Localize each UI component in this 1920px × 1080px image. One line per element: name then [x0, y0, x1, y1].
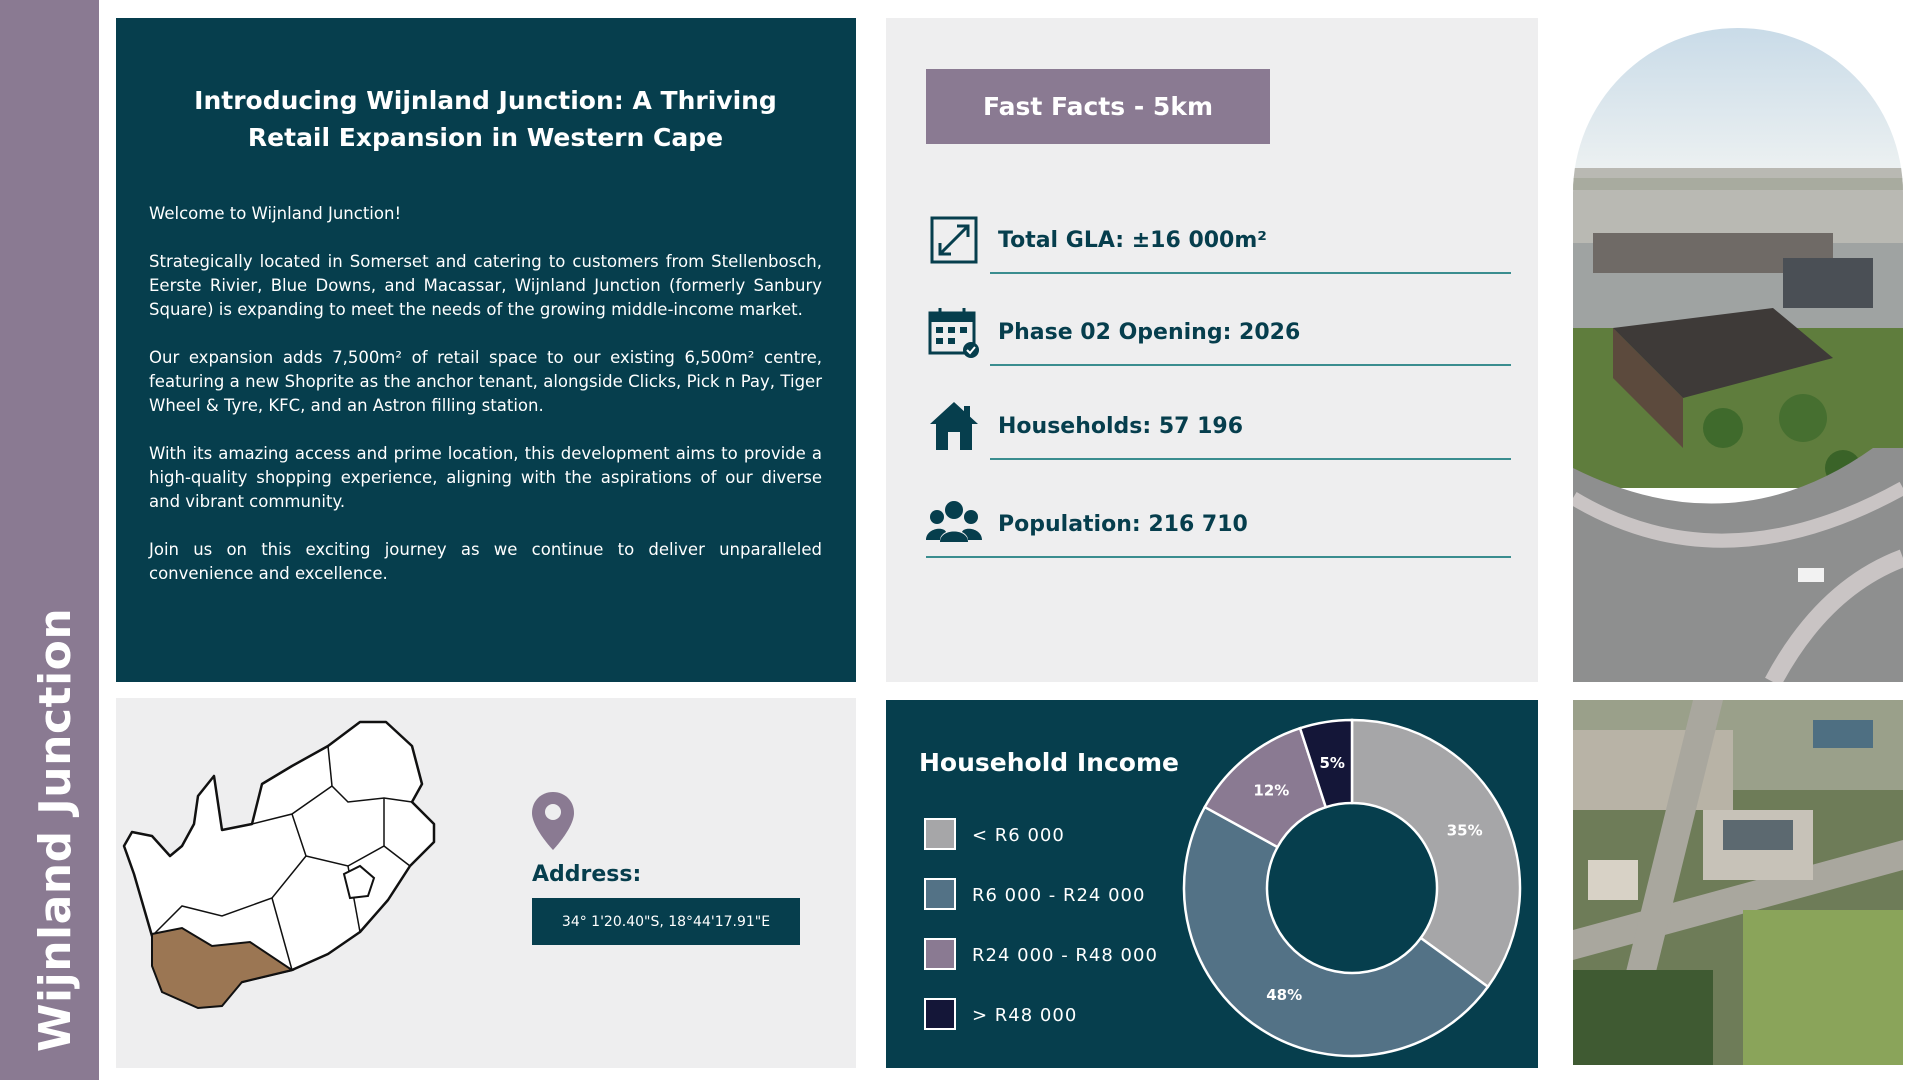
fact-population: Population: 216 710	[926, 496, 1511, 558]
side-title-bar: Wijnland Junction	[0, 0, 99, 1080]
donut-value-label: 48%	[1266, 986, 1302, 1004]
location-pin-icon	[532, 792, 574, 850]
donut-slice	[1298, 718, 1354, 809]
legend-swatch	[924, 878, 956, 910]
fact-label: Population: 216 710	[998, 512, 1248, 537]
legend-label: > R48 000	[972, 1005, 1078, 1026]
intro-paragraph-access: With its amazing access and prime locati…	[149, 444, 822, 511]
south-africa-map	[122, 720, 436, 1010]
intro-paragraph-join: Join us on this exciting journey as we c…	[149, 540, 822, 583]
fact-divider	[990, 272, 1511, 274]
calendar-icon	[928, 308, 979, 358]
intro-paragraph-welcome: Welcome to Wijnland Junction!	[149, 204, 402, 223]
fact-households: Households: 57 196	[926, 398, 1511, 460]
fact-phase-opening: Phase 02 Opening: 2026	[926, 304, 1511, 366]
chart-title: Household Income	[919, 748, 1179, 777]
resize-arrow-icon	[930, 216, 978, 264]
intro-heading: Introducing Wijnland Junction: A Thrivin…	[194, 86, 777, 152]
address-coordinates: 34° 1'20.40"S, 18°44'17.91"E	[532, 898, 800, 945]
aerial-render-photo	[1573, 28, 1903, 682]
western-cape-region	[151, 926, 295, 1010]
legend-swatch	[924, 998, 956, 1030]
fact-divider	[990, 458, 1511, 460]
fact-label: Total GLA: ±16 000m²	[998, 228, 1267, 253]
legend-swatch	[924, 938, 956, 970]
household-income-panel: Household Income < R6 000 R6 000 - R24 00…	[886, 700, 1538, 1068]
fast-facts-badge: Fast Facts - 5km	[926, 69, 1270, 144]
household-income-donut: 35% 48% 12% 5%	[1182, 718, 1522, 1058]
aerial-site-photo	[1573, 700, 1903, 1065]
legend-label: R6 000 - R24 000	[972, 885, 1146, 906]
fact-divider	[990, 364, 1511, 366]
intro-panel: Introducing Wijnland Junction: A Thrivin…	[116, 18, 856, 682]
fact-label: Households: 57 196	[998, 414, 1244, 439]
donut-value-label: 5%	[1319, 754, 1344, 772]
house-icon	[930, 402, 978, 450]
fact-label: Phase 02 Opening: 2026	[998, 320, 1301, 345]
donut-slice	[1182, 805, 1490, 1058]
fast-facts-panel: Fast Facts - 5km Total GLA: ±16 000m² Ph…	[886, 18, 1538, 682]
people-group-icon	[926, 501, 982, 542]
fact-divider	[926, 556, 1511, 558]
intro-paragraph-location: Strategically located in Somerset and ca…	[149, 252, 822, 319]
legend-label: R24 000 - R48 000	[972, 945, 1158, 966]
donut-slice	[1350, 718, 1522, 989]
address-label: Address:	[532, 862, 642, 887]
donut-value-label: 12%	[1253, 782, 1289, 800]
legend-label: < R6 000	[972, 825, 1065, 846]
location-panel: Address: 34° 1'20.40"S, 18°44'17.91"E	[116, 698, 856, 1068]
legend-swatch	[924, 818, 956, 850]
side-title: Wijnland Junction	[30, 607, 81, 1052]
fact-total-gla: Total GLA: ±16 000m²	[926, 212, 1511, 274]
donut-value-label: 35%	[1447, 822, 1483, 840]
intro-paragraph-expansion: Our expansion adds 7,500m² of retail spa…	[149, 348, 822, 415]
